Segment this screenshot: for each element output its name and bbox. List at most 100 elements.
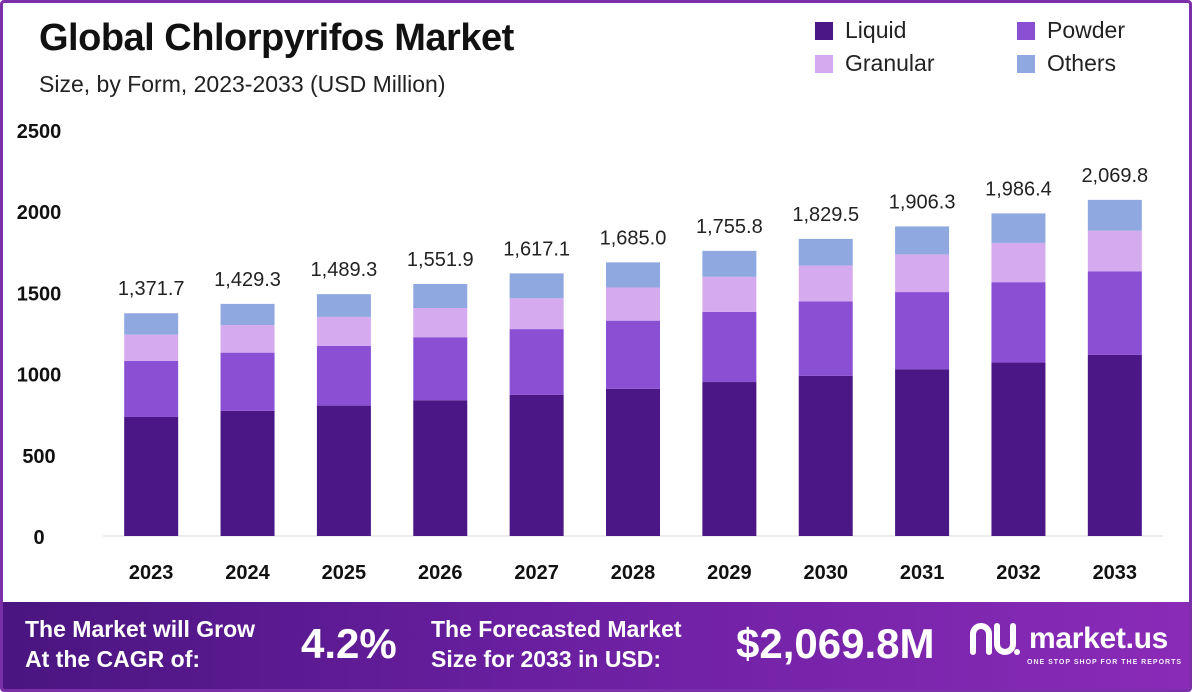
bar-granular-2030 bbox=[798, 265, 853, 302]
legend-label-powder: Powder bbox=[1047, 17, 1125, 43]
x-tick-label-2026: 2026 bbox=[418, 562, 463, 584]
total-label-2023: 1,371.7 bbox=[118, 278, 185, 300]
legend-item-powder: Powder bbox=[1017, 17, 1125, 44]
bar-others-2028 bbox=[606, 262, 660, 288]
cagr-caption-line2: At the CAGR of: bbox=[25, 646, 201, 672]
legend-swatch-others bbox=[1017, 54, 1035, 73]
bar-powder-2023 bbox=[124, 360, 179, 417]
total-label-2024: 1,429.3 bbox=[214, 269, 281, 291]
x-tick-label-2027: 2027 bbox=[514, 562, 559, 584]
total-label-2033: 2,069.8 bbox=[1081, 165, 1148, 187]
bar-granular-2027 bbox=[509, 298, 564, 330]
legend-label-liquid: Liquid bbox=[845, 17, 907, 43]
bar-others-2027 bbox=[509, 273, 564, 299]
total-label-2031: 1,906.3 bbox=[889, 191, 956, 213]
total-label-2025: 1,489.3 bbox=[311, 259, 378, 281]
bar-others-2024 bbox=[220, 303, 275, 326]
bar-others-2031 bbox=[895, 226, 950, 255]
chart-subtitle: Size, by Form, 2023-2033 (USD Million) bbox=[39, 71, 446, 97]
bar-powder-2031 bbox=[895, 292, 950, 370]
bar-granular-2025 bbox=[316, 316, 371, 346]
bar-powder-2024 bbox=[220, 352, 275, 411]
bar-powder-2032 bbox=[991, 282, 1046, 363]
footer-banner: The Market will Grow At the CAGR of: 4.2… bbox=[3, 602, 1189, 689]
bar-powder-2030 bbox=[798, 301, 853, 376]
chart-title: Global Chlorpyrifos Market bbox=[39, 17, 514, 59]
market-us-logo-icon bbox=[970, 623, 1020, 655]
bar-liquid-2024 bbox=[220, 410, 275, 536]
legend-swatch-granular bbox=[815, 54, 833, 73]
chart-legend: Liquid Powder Granular Others bbox=[815, 13, 1175, 83]
y-tick-label-1500: 1500 bbox=[17, 283, 62, 305]
legend-swatch-liquid bbox=[815, 21, 833, 40]
bar-granular-2026 bbox=[413, 307, 468, 338]
bar-granular-2029 bbox=[702, 276, 757, 312]
bar-others-2030 bbox=[798, 238, 853, 266]
bar-powder-2029 bbox=[702, 311, 757, 383]
y-tick-label-0: 0 bbox=[33, 527, 44, 549]
bar-others-2023 bbox=[124, 313, 179, 335]
bar-others-2025 bbox=[316, 294, 371, 317]
y-tick-label-2000: 2000 bbox=[17, 202, 62, 224]
y-tick-label-2500: 2500 bbox=[17, 121, 62, 143]
forecast-caption: The Forecasted Market Size for 2033 in U… bbox=[431, 614, 682, 674]
bar-liquid-2030 bbox=[798, 375, 853, 536]
bar-granular-2023 bbox=[124, 334, 179, 361]
cagr-caption-line1: The Market will Grow bbox=[25, 616, 256, 642]
x-tick-label-2024: 2024 bbox=[225, 562, 270, 584]
stacked-bar-chart: 0 500 1000 1500 2000 2500 1,371.7 2023 1,429.3 20… bbox=[17, 121, 1163, 584]
bar-liquid-2026 bbox=[413, 400, 468, 536]
brand-tagline: ONE STOP SHOP FOR THE REPORTS bbox=[1027, 659, 1183, 666]
total-label-2028: 1,685.0 bbox=[600, 227, 667, 249]
bar-others-2032 bbox=[991, 213, 1046, 243]
legend-item-others: Others bbox=[1017, 50, 1116, 77]
total-label-2032: 1,986.4 bbox=[985, 178, 1052, 200]
x-tick-label-2030: 2030 bbox=[803, 562, 848, 584]
x-tick-label-2025: 2025 bbox=[322, 562, 367, 584]
total-label-2029: 1,755.8 bbox=[696, 216, 763, 238]
x-tick-label-2029: 2029 bbox=[707, 562, 752, 584]
bar-powder-2027 bbox=[509, 329, 564, 395]
bar-liquid-2027 bbox=[509, 394, 564, 536]
forecast-caption-line2: Size for 2033 in USD: bbox=[431, 646, 662, 672]
total-label-2027: 1,617.1 bbox=[503, 238, 570, 260]
forecast-caption-line1: The Forecasted Market bbox=[431, 616, 682, 642]
x-tick-label-2032: 2032 bbox=[996, 562, 1041, 584]
x-tick-label-2023: 2023 bbox=[129, 562, 174, 584]
bar-granular-2032 bbox=[991, 242, 1046, 283]
brand-logo: market.us bbox=[969, 620, 1168, 658]
legend-item-granular: Granular bbox=[815, 50, 934, 77]
bar-liquid-2032 bbox=[991, 362, 1046, 536]
x-tick-label-2033: 2033 bbox=[1093, 562, 1138, 584]
bar-others-2026 bbox=[413, 283, 468, 308]
bar-powder-2026 bbox=[413, 337, 468, 401]
total-label-2030: 1,829.5 bbox=[792, 204, 859, 226]
legend-item-liquid: Liquid bbox=[815, 17, 906, 44]
x-tick-label-2031: 2031 bbox=[900, 562, 945, 584]
bar-liquid-2033 bbox=[1087, 354, 1142, 536]
legend-swatch-powder bbox=[1017, 21, 1035, 40]
cagr-caption: The Market will Grow At the CAGR of: bbox=[25, 614, 255, 674]
bar-liquid-2028 bbox=[606, 388, 660, 536]
bar-powder-2025 bbox=[316, 345, 371, 406]
y-tick-label-1000: 1000 bbox=[17, 365, 62, 387]
bar-liquid-2023 bbox=[124, 416, 179, 536]
bar-liquid-2025 bbox=[316, 405, 371, 536]
bar-liquid-2031 bbox=[895, 369, 950, 536]
x-tick-label-2028: 2028 bbox=[611, 562, 656, 584]
bar-others-2033 bbox=[1087, 199, 1142, 231]
bar-granular-2033 bbox=[1087, 230, 1142, 272]
bar-powder-2028 bbox=[606, 320, 660, 389]
bar-powder-2033 bbox=[1087, 271, 1142, 355]
bar-others-2029 bbox=[702, 250, 757, 277]
y-tick-label-500: 500 bbox=[22, 446, 55, 468]
cagr-value: 4.2% bbox=[301, 620, 397, 667]
bar-granular-2024 bbox=[220, 325, 275, 353]
legend-label-granular: Granular bbox=[845, 50, 935, 76]
legend-label-others: Others bbox=[1047, 50, 1117, 76]
bar-granular-2031 bbox=[895, 254, 950, 293]
brand-name: market.us bbox=[1029, 622, 1169, 655]
total-label-2026: 1,551.9 bbox=[407, 249, 474, 271]
forecast-value: $2,069.8M bbox=[736, 620, 935, 667]
